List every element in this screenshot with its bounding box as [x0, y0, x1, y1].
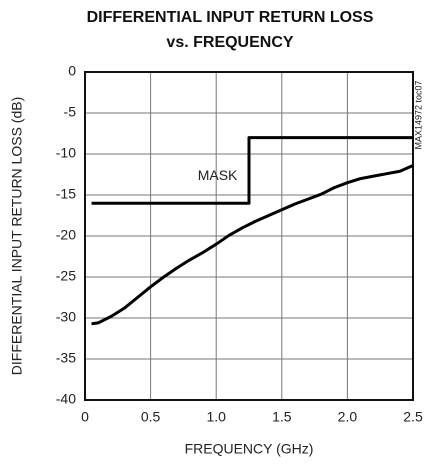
y-tick-label: -30: [56, 309, 76, 325]
data-line: [91, 136, 413, 205]
y-tick-label: -15: [56, 186, 76, 202]
x-tick-label: 2.0: [338, 409, 358, 425]
chart-title: DIFFERENTIAL INPUT RETURN LOSS: [87, 9, 374, 26]
y-tick-label: -25: [56, 268, 76, 284]
x-tick-label: 0: [81, 409, 89, 425]
x-tick-label: 1.0: [206, 409, 226, 425]
series-label: MASK: [198, 167, 238, 183]
y-tick-label: -10: [56, 145, 76, 161]
chart-title: vs. FREQUENCY: [166, 34, 293, 51]
figure-id: MAX14972 toc07: [413, 80, 423, 149]
y-tick-label: -5: [64, 104, 77, 120]
x-tick-label: 1.5: [272, 409, 292, 425]
y-tick-label: -35: [56, 350, 76, 366]
x-tick-label: 0.5: [141, 409, 161, 425]
y-tick-label: -40: [56, 391, 76, 407]
x-tick-label: 2.5: [403, 409, 423, 425]
data-line: [91, 164, 414, 326]
y-axis-label: DIFFERENTIAL INPUT RETURN LOSS (dB): [9, 97, 25, 375]
y-tick-label: 0: [68, 63, 76, 79]
y-tick-label: -20: [56, 227, 76, 243]
x-axis-label: FREQUENCY (GHz): [185, 441, 314, 457]
plot-frame: [84, 71, 414, 401]
